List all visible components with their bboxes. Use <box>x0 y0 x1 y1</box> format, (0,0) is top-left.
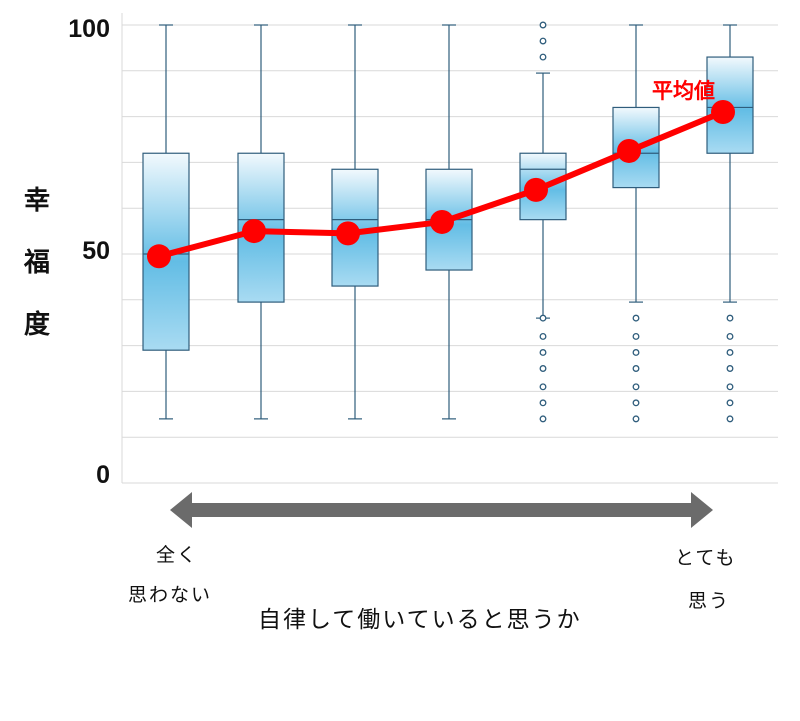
outlier-point <box>726 314 734 322</box>
outlier-point <box>539 399 547 407</box>
y-axis-label-char-3: 度 <box>24 310 51 340</box>
outlier-point <box>726 383 734 391</box>
mean-point <box>711 100 735 125</box>
y-axis-label-char-1: 幸 <box>24 186 51 216</box>
outlier-point <box>726 365 734 372</box>
outlier-point <box>539 314 547 322</box>
outlier-point <box>632 415 640 423</box>
mean-point <box>617 138 641 163</box>
mean-point <box>242 219 266 244</box>
x-left-label-line2: 思わない <box>128 584 213 606</box>
outlier-point <box>632 332 640 340</box>
x-axis-title: 自律して働いていると思うか <box>258 607 582 633</box>
y-tick-100: 100 <box>68 15 110 43</box>
outlier-point <box>539 365 547 372</box>
outlier-point <box>726 415 734 423</box>
double-arrow <box>170 492 713 528</box>
outlier-point <box>632 399 640 407</box>
outlier-point <box>632 383 640 391</box>
outlier-point <box>539 332 547 340</box>
box-3 <box>331 24 379 420</box>
outlier-point <box>539 349 547 356</box>
x-direction-arrow <box>170 492 713 528</box>
outlier-point <box>632 365 640 372</box>
y-tick-0: 0 <box>96 461 110 489</box>
outlier-point <box>726 332 734 340</box>
mean-point <box>336 221 360 246</box>
outlier-point <box>539 21 547 29</box>
mean-point <box>524 177 548 202</box>
outlier-point <box>539 383 547 391</box>
outlier-point <box>539 415 547 423</box>
y-tick-50: 50 <box>82 237 110 265</box>
outlier-point <box>539 53 547 61</box>
outlier-point <box>632 349 640 356</box>
outlier-point <box>632 314 640 322</box>
x-right-label-line1: とても <box>675 547 737 569</box>
x-left-label-line1: 全く <box>156 544 199 566</box>
y-axis-label-char-2: 福 <box>24 248 51 278</box>
mean-legend-label: 平均値 <box>652 79 715 103</box>
outlier-point <box>726 399 734 407</box>
outlier-point <box>539 37 547 45</box>
mean-point <box>430 209 454 234</box>
mean-series <box>147 100 735 269</box>
outlier-point <box>726 349 734 356</box>
box-5 <box>519 21 567 423</box>
x-right-label-line2: 思う <box>688 590 731 612</box>
box-1 <box>142 24 190 420</box>
mean-point <box>147 244 171 269</box>
